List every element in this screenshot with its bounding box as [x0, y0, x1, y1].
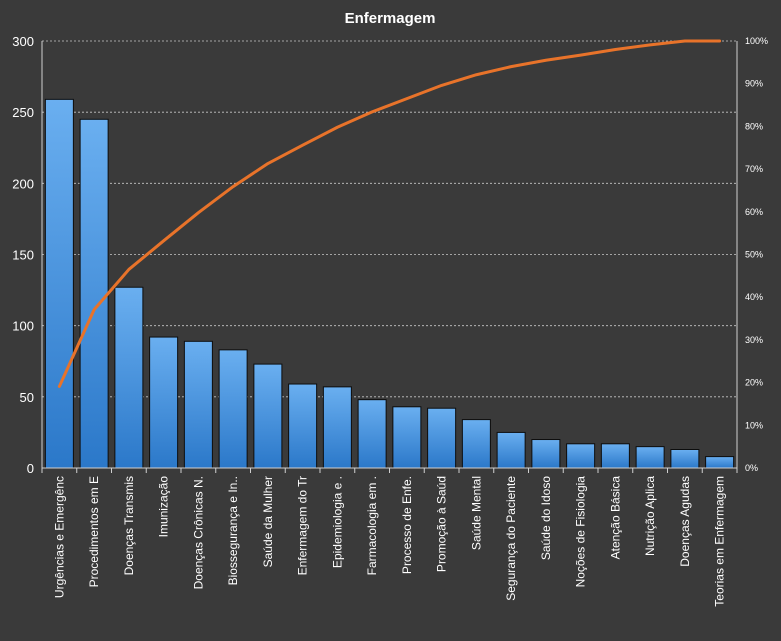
- category-label: Biossegurança e In..: [226, 476, 240, 585]
- bar: [253, 363, 283, 469]
- y-tick-label: 200: [12, 176, 34, 191]
- bar: [566, 443, 596, 469]
- bar: [322, 386, 352, 469]
- y-tick-label: 0: [27, 461, 34, 476]
- cumulative-line: [57, 39, 722, 388]
- bar: [600, 443, 630, 469]
- category-label: Urgências e Emergênc: [52, 476, 66, 598]
- y2-tick-label: 60%: [745, 207, 763, 217]
- category-label: Doenças Crônicas N.: [191, 476, 205, 589]
- y-tick-label: 250: [12, 105, 34, 120]
- category-label: Imunização: [157, 476, 171, 538]
- bar: [705, 456, 735, 469]
- y-tick-label: 50: [20, 390, 34, 405]
- bar: [114, 286, 144, 469]
- y2-tick-label: 0%: [745, 463, 758, 473]
- bar: [44, 98, 74, 469]
- y2-tick-label: 90%: [745, 79, 763, 89]
- gridlines: [42, 40, 737, 398]
- category-label: Segurança do Paciente: [504, 476, 518, 601]
- y-tick-label: 100: [12, 319, 34, 334]
- cumulative-percent-line: [57, 39, 722, 388]
- bars: [44, 98, 735, 469]
- bar: [149, 336, 179, 469]
- bar: [357, 399, 387, 469]
- y2-tick-label: 70%: [745, 164, 763, 174]
- category-label: Doenças Agudas: [678, 476, 692, 567]
- category-label: Doenças Transmis: [122, 476, 136, 575]
- category-label: Nutrição Aplica: [643, 476, 657, 556]
- category-label: Farmacologia em .: [365, 476, 379, 575]
- y2-tick-label: 80%: [745, 121, 763, 131]
- bar: [183, 340, 213, 469]
- bar: [670, 448, 700, 469]
- category-label: Saúde do Idoso: [539, 476, 553, 560]
- category-label: Noções de Fisiologia: [574, 476, 588, 588]
- bar: [427, 407, 457, 469]
- category-label: Atenção Básica: [608, 476, 622, 560]
- bar: [392, 406, 422, 469]
- y-axis-right: 0% 10% 20% 30% 40% 50% 60% 70% 80% 90% 100%: [736, 36, 768, 473]
- category-label: Enfermagem do Tr: [296, 476, 310, 575]
- y2-tick-label: 50%: [745, 250, 763, 260]
- x-axis: Urgências e Emergênc Procedimentos em E Do…: [41, 467, 738, 607]
- bar: [531, 439, 561, 469]
- y-tick-label: 150: [12, 248, 34, 263]
- category-label: Saúde da Mulher: [261, 476, 275, 567]
- category-label: Epidemiologia e .: [330, 476, 344, 568]
- category-label: Processo de Enfe.: [400, 476, 414, 574]
- bar: [635, 446, 665, 469]
- category-label: Saúde Mental: [469, 476, 483, 550]
- chart-title: Enfermagem: [345, 10, 436, 27]
- y-tick-label: 300: [12, 34, 34, 49]
- y2-tick-label: 30%: [745, 335, 763, 345]
- y2-tick-label: 20%: [745, 378, 763, 388]
- bar: [496, 431, 526, 469]
- bar: [218, 349, 248, 469]
- bar: [461, 419, 491, 469]
- bar: [288, 383, 318, 469]
- category-label: Promoção à Saúd: [435, 476, 449, 572]
- bar: [79, 118, 109, 469]
- y2-tick-label: 10%: [745, 420, 763, 430]
- y-axis-left: 0 50 100 150 200 250 300: [12, 34, 43, 476]
- category-label: Procedimentos em E: [87, 476, 101, 587]
- y2-tick-label: 40%: [745, 292, 763, 302]
- category-label: Teorias em Enfermagem: [713, 476, 727, 607]
- y2-tick-label: 100%: [745, 36, 768, 46]
